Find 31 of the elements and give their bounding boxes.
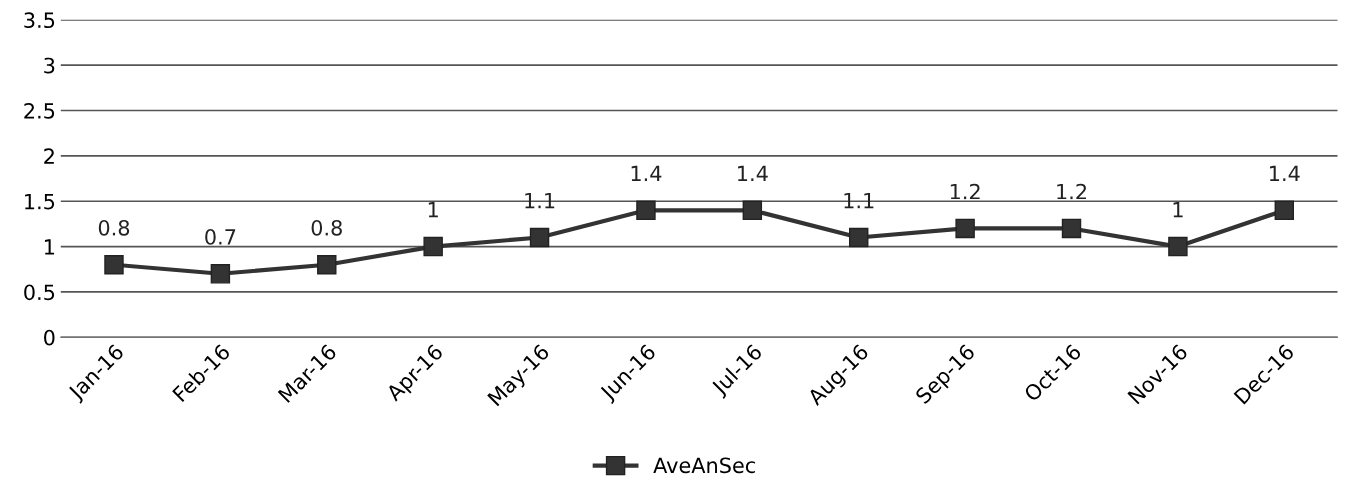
data-label: 1.4 [1270,165,1300,181]
point [317,254,337,275]
point [636,200,656,221]
y-tick-label: 2.5 [24,102,55,119]
data-label: 1.4 [738,165,768,181]
y-tick-label: 2 [44,148,54,164]
point [210,264,231,284]
point [849,227,869,248]
legend-label: AveAnSec [653,457,755,474]
point [529,227,550,248]
data-label: 1 [1173,202,1183,218]
point [1061,218,1082,239]
y-tick-label: 0 [44,329,55,346]
y-tick-label: 3.5 [24,12,55,29]
data-label: 0.7 [205,229,236,245]
point [1274,200,1295,221]
point [955,218,975,239]
data-label: 1.4 [631,165,662,181]
data-label: 0.8 [311,219,342,236]
y-tick-label: 3 [44,57,55,74]
point [104,254,124,275]
y-tick-label: 1.5 [25,193,55,210]
data-label: 0.8 [98,219,130,236]
point [1168,236,1188,257]
point [742,200,763,221]
data-label: 1.2 [1057,183,1086,200]
data-label: 1.2 [950,183,980,200]
point [423,236,443,257]
y-tick-label: 1 [44,239,55,255]
y-tick-label: 0.5 [24,284,55,301]
data-label: 1 [428,202,438,218]
